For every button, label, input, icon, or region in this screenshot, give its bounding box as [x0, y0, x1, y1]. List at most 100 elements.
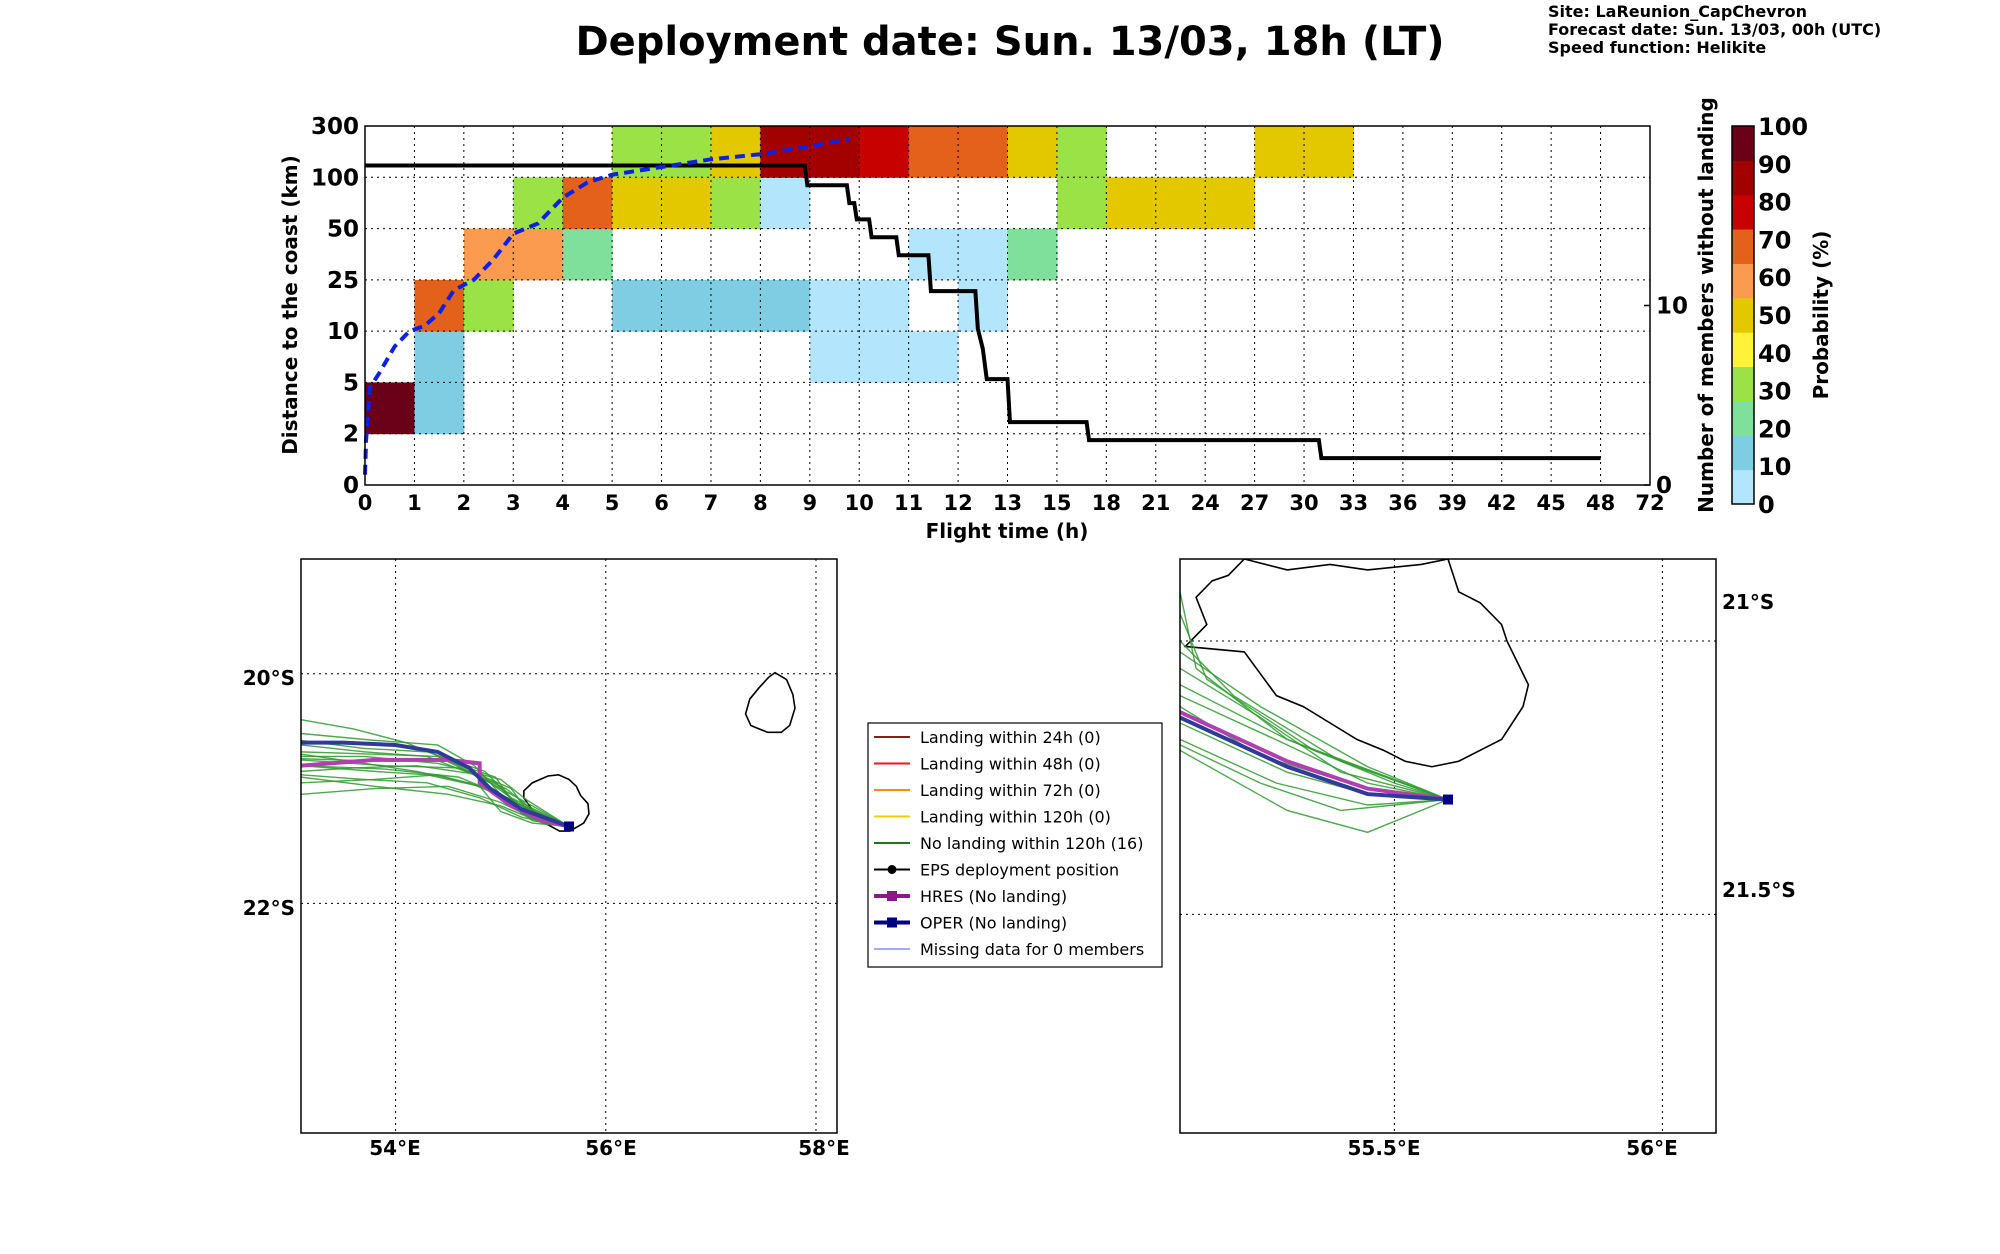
heatmap-cell — [710, 126, 761, 178]
legend-label: Landing within 72h (0) — [920, 781, 1101, 800]
legend-label: No landing within 120h (16) — [920, 834, 1143, 853]
heatmap-cell — [661, 177, 712, 230]
x-tick-label: 72 — [1635, 491, 1664, 515]
heatmap-cell — [414, 331, 465, 383]
map-regional-deployment-marker — [564, 821, 574, 832]
map-zoomed-member-track — [1180, 744, 1449, 812]
y2-tick-label: 10 — [1656, 294, 1688, 320]
map-regional-lon-58: 58°E — [798, 1136, 850, 1160]
colorbar-segment — [1732, 160, 1754, 196]
map-zoomed-reunion-coastline — [1183, 559, 1530, 768]
legend-row: Landing within 72h (0) — [874, 781, 1101, 800]
heatmap-cell — [958, 126, 1008, 178]
y-tick-label: 100 — [311, 165, 359, 191]
legend-label: Landing within 120h (0) — [920, 808, 1111, 827]
x-axis-label: Flight time (h) — [926, 519, 1089, 543]
heatmap-cell — [612, 126, 663, 178]
legend-row: Landing within 24h (0) — [874, 728, 1101, 747]
x-tick-label: 7 — [704, 491, 719, 515]
heatmap-cell — [760, 177, 811, 230]
legend-row: OPER (No landing) — [874, 914, 1067, 933]
legend-label: OPER (No landing) — [920, 914, 1067, 933]
x-tick-label: 30 — [1289, 491, 1318, 515]
map-zoomed-member-track — [1180, 684, 1449, 801]
colorbar-tick-label: 50 — [1758, 302, 1791, 330]
x-tick-label: 21 — [1141, 491, 1170, 515]
x-tick-label: 13 — [993, 491, 1022, 515]
colorbar-segment — [1732, 435, 1754, 471]
y-tick-label: 0 — [343, 473, 359, 499]
x-tick-label: 27 — [1240, 491, 1269, 515]
map-zoomed-lat-21-5: 21.5°S — [1722, 878, 1796, 902]
heatmap-cell — [1254, 126, 1305, 178]
median-distance-line — [363, 136, 850, 475]
y-tick-label: 2 — [343, 422, 359, 448]
colorbar-tick-label: 70 — [1758, 226, 1791, 254]
heatmap-cell — [1155, 177, 1206, 230]
map-regional-member-track — [301, 755, 570, 828]
heatmap-cell — [463, 228, 514, 281]
heatmap-cell — [809, 331, 860, 383]
legend-marker — [887, 891, 897, 901]
legend-marker — [887, 917, 897, 928]
legend-row: Missing data for 0 members — [874, 940, 1144, 959]
colorbar-segment — [1732, 297, 1754, 333]
heatmap-cell — [908, 126, 959, 178]
colorbar-tick-label: 40 — [1758, 340, 1791, 368]
heatmap-cell — [809, 279, 860, 332]
legend-marker — [887, 865, 897, 874]
colorbar-segment — [1732, 469, 1754, 505]
heatmap-cell — [908, 331, 959, 383]
heatmap-cell — [1205, 177, 1256, 230]
heatmap-cell — [859, 331, 910, 383]
heatmap-cell — [809, 126, 860, 178]
map-zoomed-member-track — [1180, 651, 1449, 801]
colorbar-tick-label: 60 — [1758, 264, 1791, 292]
y2-axis-label: Number of members without landing — [1694, 97, 1718, 513]
colorbar-tick-labels: 0 10 20 30 40 50 60 70 80 90 100 — [1758, 113, 1808, 519]
legend-label: HRES (No landing) — [920, 887, 1067, 906]
heatmap-cells — [365, 126, 1354, 435]
heatmap-cell — [958, 279, 1008, 332]
y-tick-label: 25 — [327, 268, 359, 294]
heatmap-cell — [661, 126, 712, 178]
forecast-info: Forecast date: Sun. 13/03, 00h (UTC) — [1548, 20, 1881, 39]
colorbar-tick-label: 20 — [1758, 415, 1791, 443]
map-regional-frame — [300, 558, 838, 1134]
map-zoomed: 21°S 21.5°S 55.5°E 56°E — [1179, 558, 1796, 1160]
map-zoomed-content — [1180, 559, 1716, 1133]
colorbar-segment — [1732, 194, 1754, 230]
map-regional-lat-22: 22°S — [243, 896, 295, 920]
colorbar-segment — [1732, 126, 1754, 161]
colorbar-tick-label: 0 — [1758, 491, 1775, 519]
x-tick-label: 33 — [1339, 491, 1368, 515]
x-tick-label: 10 — [845, 491, 874, 515]
colorbar-segment — [1732, 332, 1754, 368]
legend-frame — [867, 722, 1163, 968]
x-tick-labels: 0 1 2 3 4 5 6 7 8 9 10 11 12 13 15 18 21 24 27 30 33 36 39 42 45… — [358, 491, 1665, 515]
y-tick-label: 300 — [311, 114, 359, 140]
map-zoomed-lat-21: 21°S — [1722, 590, 1774, 614]
heatmap-cell — [463, 279, 514, 332]
colorbar-segment — [1732, 400, 1754, 436]
legend-row: No landing within 120h (16) — [874, 834, 1143, 853]
x-tick-label: 42 — [1487, 491, 1516, 515]
site-info: Site: LaReunion_CapChevron — [1548, 2, 1807, 21]
map-zoomed-lon-56: 56°E — [1626, 1136, 1678, 1160]
colorbar-tick-label: 90 — [1758, 151, 1791, 179]
legend-label: Landing within 48h (0) — [920, 755, 1101, 774]
x-tick-label: 3 — [506, 491, 521, 515]
x-tick-label: 45 — [1537, 491, 1566, 515]
map-zoomed-member-track — [1180, 749, 1449, 834]
colorbar-segment — [1732, 263, 1754, 299]
x-tick-label: 39 — [1438, 491, 1467, 515]
colorbar-tick-label: 80 — [1758, 189, 1791, 217]
x-tick-label: 36 — [1388, 491, 1417, 515]
map-zoomed-member-track — [1180, 695, 1449, 801]
x-tick-label: 9 — [802, 491, 817, 515]
map-zoomed-deployment-marker — [1443, 794, 1453, 805]
heatmap-cell — [1106, 177, 1157, 230]
map-zoomed-member-track — [1180, 738, 1449, 806]
